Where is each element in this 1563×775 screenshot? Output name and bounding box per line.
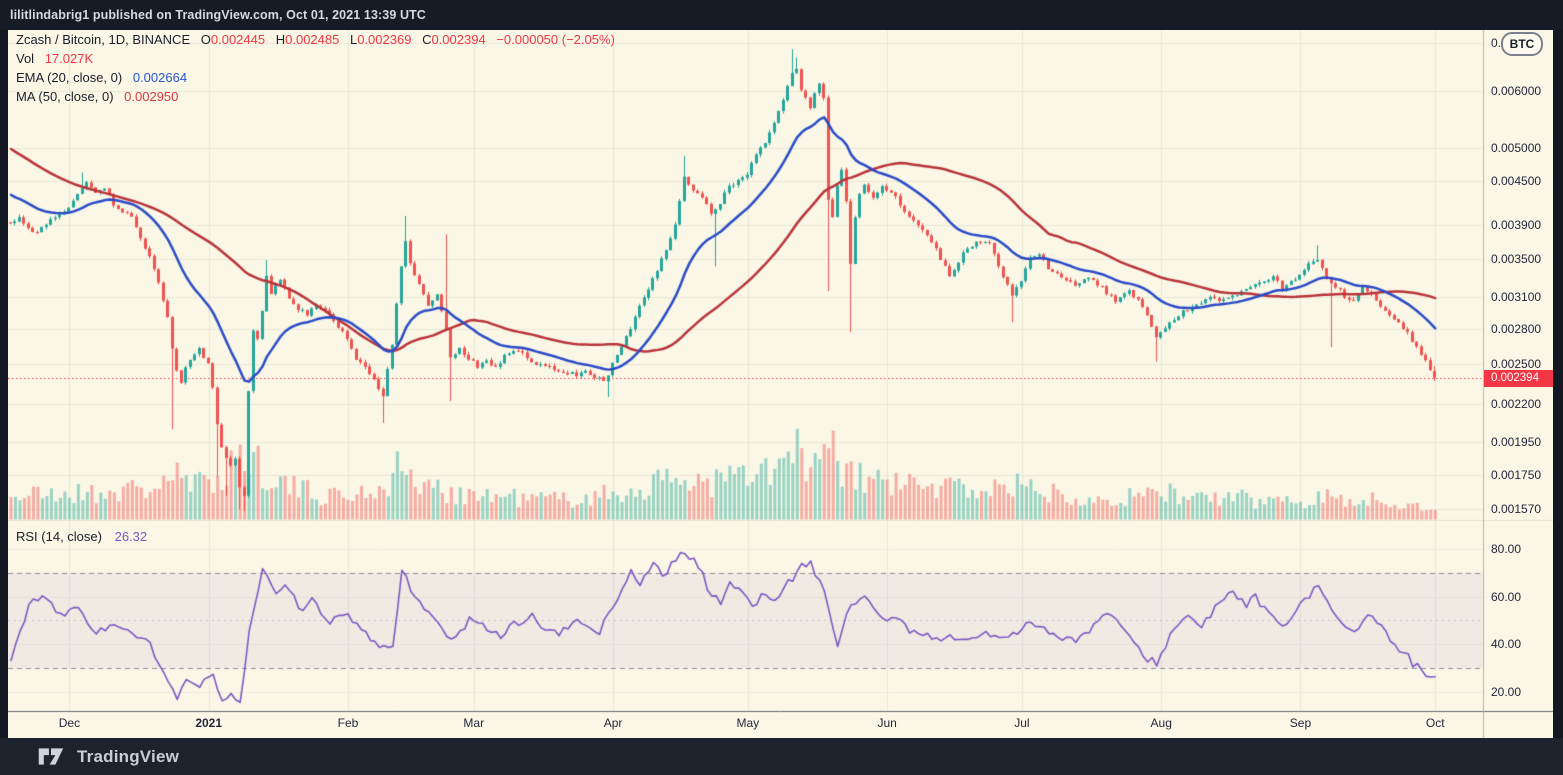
time-axis-label-feb: Feb [337,716,359,730]
price-tick-label: 0.003500 [1491,252,1542,267]
low-label: L [349,32,358,47]
price-tick-label: 0.001950 [1491,434,1542,449]
ema-value: 0.002664 [132,70,188,85]
brand-name: TradingView [77,746,180,766]
high-label: H [275,32,286,47]
close-label: C [422,32,432,47]
legend-row-ma: MA (50, close, 0) 0.002950 [16,87,615,106]
time-axis-label-sep: Sep [1289,716,1312,730]
tradingview-logo-icon[interactable] [38,747,68,766]
legend-row-volume: Vol 17.027K [16,49,615,68]
time-axis-label-oct: Oct [1425,716,1445,730]
price-tick-label: 0.003100 [1491,290,1542,305]
price-tick-label: 0.002800 [1491,321,1542,336]
rsi-tick-label: 80.00 [1491,542,1522,556]
price-tick-label: 0.001570 [1491,502,1542,517]
publish-header-bar: lilitlindabrig1 published on TradingView… [0,0,1563,30]
symbol-title: Zcash / Bitcoin, 1D, BINANCE [16,32,191,47]
low-value: 0.002369 [357,32,412,47]
rsi-label: RSI (14, close) [16,529,102,544]
price-tick-label: 0.003900 [1491,218,1542,233]
open-value: 0.002445 [210,32,266,47]
rsi-tick-label: 20.00 [1491,684,1522,699]
ema-label: EMA (20, close, 0) [16,70,123,85]
change-value: −0.000050 (−2.05%) [496,32,615,47]
time-axis-label-dec: Dec [58,716,81,730]
high-value: 0.002485 [285,32,340,47]
current-price-badge: 0.002394 [1484,370,1553,387]
chart-canvas[interactable] [8,30,1553,738]
rsi-tick-label: 40.00 [1491,637,1522,652]
price-tick-label: 0.002500 [1491,357,1542,372]
publish-info-text: lilitlindabrig1 published on TradingView… [10,8,426,22]
volume-value: 17.027K [44,51,94,66]
rsi-legend: RSI (14, close) 26.32 [16,529,147,544]
price-tick-label: 0.004500 [1491,173,1542,188]
price-tick-label: 0.001750 [1491,468,1542,483]
legend-row-ema: EMA (20, close, 0) 0.002664 [16,68,615,87]
time-axis-label-jul: Jul [1014,716,1030,730]
ma-label: MA (50, close, 0) [16,89,114,104]
time-axis-label-mar: Mar [463,716,485,730]
btc-unit-badge[interactable]: BTC [1501,32,1543,56]
time-axis-label-apr: Apr [603,716,623,730]
close-value: 0.002394 [431,32,486,47]
time-axis-label-jun: Jun [877,716,897,730]
ma-value: 0.002950 [124,89,179,104]
rsi-value: 26.32 [114,529,148,544]
rsi-tick-label: 60.00 [1491,589,1522,604]
time-axis-label-may: May [736,716,760,730]
price-tick-label: 0.006000 [1491,84,1542,98]
price-tick-label: 0.002200 [1491,397,1542,412]
time-axis[interactable]: Dec 2021 Feb Mar Apr May Jun Jul Aug Sep Oct [8,712,1553,738]
price-tick-label: 0.005000 [1491,140,1542,155]
symbol-legend: Zcash / Bitcoin, 1D, BINANCE O0.002445 H… [16,30,615,106]
open-label: O [200,32,211,47]
volume-label: Vol [16,51,35,66]
footer-bar: TradingView [0,738,1563,775]
time-axis-label-aug: Aug [1150,716,1172,730]
time-axis-label-2021: 2021 [195,716,223,730]
legend-row-symbol: Zcash / Bitcoin, 1D, BINANCE O0.002445 H… [16,30,615,49]
